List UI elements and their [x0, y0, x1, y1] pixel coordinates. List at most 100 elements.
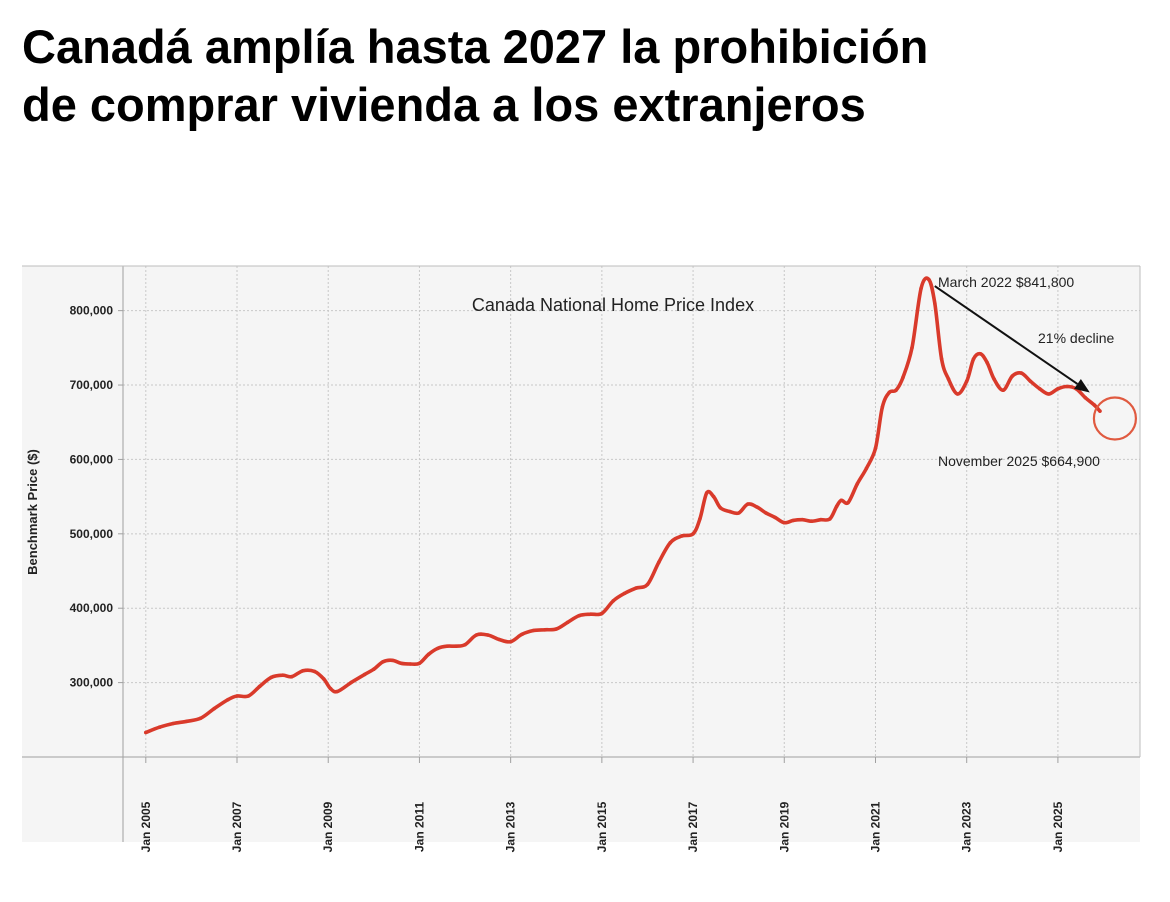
data-point	[328, 686, 333, 691]
data-point	[349, 680, 353, 685]
data-point	[486, 633, 490, 637]
y-tick-label: 500,000	[70, 527, 114, 541]
data-point	[919, 286, 923, 291]
data-point	[301, 668, 305, 673]
data-point	[645, 582, 650, 587]
data-point	[269, 675, 274, 680]
data-point	[445, 644, 449, 648]
data-point	[280, 673, 285, 677]
data-point	[864, 466, 869, 471]
data-point	[1083, 395, 1088, 400]
data-point	[939, 357, 944, 361]
data-point	[873, 446, 878, 451]
headline-line-2: de comprar vivienda a los extranjeros	[22, 78, 866, 131]
data-point	[312, 669, 317, 674]
data-point	[634, 586, 638, 590]
data-point	[588, 612, 593, 616]
data-point	[198, 716, 203, 721]
data-point	[577, 613, 581, 618]
data-point	[746, 502, 750, 506]
data-point	[171, 721, 175, 726]
data-point	[933, 301, 937, 306]
x-tick-label: Jan 2013	[504, 801, 518, 852]
data-point	[791, 518, 796, 523]
data-point	[1037, 387, 1042, 391]
data-point	[704, 491, 709, 495]
decline-arrow-line	[934, 285, 1079, 385]
data-point	[985, 360, 989, 365]
y-tick-label: 700,000	[70, 378, 114, 392]
data-point	[417, 661, 422, 666]
data-point	[554, 627, 559, 631]
data-point	[971, 357, 976, 361]
data-point	[600, 611, 604, 616]
data-point	[755, 505, 759, 509]
data-point	[531, 628, 536, 633]
chart-title: Canada National Home Price Index	[472, 295, 754, 315]
data-point	[698, 517, 702, 521]
data-point	[435, 646, 440, 651]
data-point	[964, 379, 969, 384]
grid-lines	[123, 266, 1140, 757]
data-point	[782, 520, 787, 525]
data-point	[212, 706, 216, 711]
data-point	[258, 684, 262, 689]
data-point	[809, 519, 814, 523]
data-point	[289, 674, 294, 679]
data-point	[1028, 379, 1033, 384]
data-point	[543, 628, 547, 632]
data-point	[497, 637, 502, 642]
data-point	[718, 506, 723, 510]
data-point	[800, 517, 805, 522]
data-point	[426, 652, 431, 657]
data-point	[819, 517, 823, 522]
data-point	[454, 644, 458, 648]
x-tick-label: Jan 2011	[412, 802, 426, 852]
x-tick-label: Jan 2019	[777, 801, 791, 852]
y-tick-label: 400,000	[70, 601, 114, 615]
data-point	[711, 494, 716, 499]
data-point	[679, 534, 684, 538]
data-point	[622, 591, 627, 596]
y-tick-label: 800,000	[70, 304, 114, 318]
data-point	[372, 667, 376, 671]
data-point	[773, 515, 777, 520]
data-point	[474, 633, 479, 637]
data-point	[880, 405, 885, 410]
data-point	[1056, 387, 1060, 391]
headline-line-1: Canadá amplía hasta 2027 la prohibición	[22, 20, 929, 73]
axes	[22, 265, 1141, 842]
chart-panel	[22, 266, 1140, 842]
data-point	[834, 504, 839, 509]
data-point	[1098, 409, 1102, 413]
data-point	[910, 346, 914, 350]
data-point	[508, 639, 513, 644]
data-point	[946, 377, 951, 381]
latest-value-circle	[1092, 396, 1138, 441]
data-point	[828, 517, 832, 521]
data-point	[764, 511, 768, 515]
data-point	[1019, 371, 1024, 375]
x-tick-labels: Jan 2005 Jan 2007 Jan 2009 Jan 2011 Jan 2013…	[139, 801, 1065, 852]
y-tick-label: 600,000	[70, 452, 114, 466]
data-point	[390, 658, 394, 663]
data-point	[399, 661, 404, 666]
data-point	[1001, 388, 1005, 393]
data-point	[335, 689, 340, 694]
data-point	[727, 509, 732, 514]
data-point	[668, 540, 673, 545]
data-point	[185, 719, 189, 724]
data-point	[144, 730, 148, 735]
data-point	[894, 388, 898, 393]
data-point	[1047, 392, 1051, 396]
x-tick-label: Jan 2025	[1051, 801, 1065, 852]
data-point	[1010, 374, 1015, 378]
x-tick-label: Jan 2021	[868, 801, 882, 852]
data-point	[246, 694, 251, 698]
data-point	[321, 677, 326, 681]
data-point	[157, 725, 162, 729]
data-point	[927, 277, 931, 282]
data-point	[362, 672, 367, 677]
annotations: March 2022 $841,800 21% decline November…	[934, 274, 1138, 469]
data-point	[691, 532, 695, 536]
